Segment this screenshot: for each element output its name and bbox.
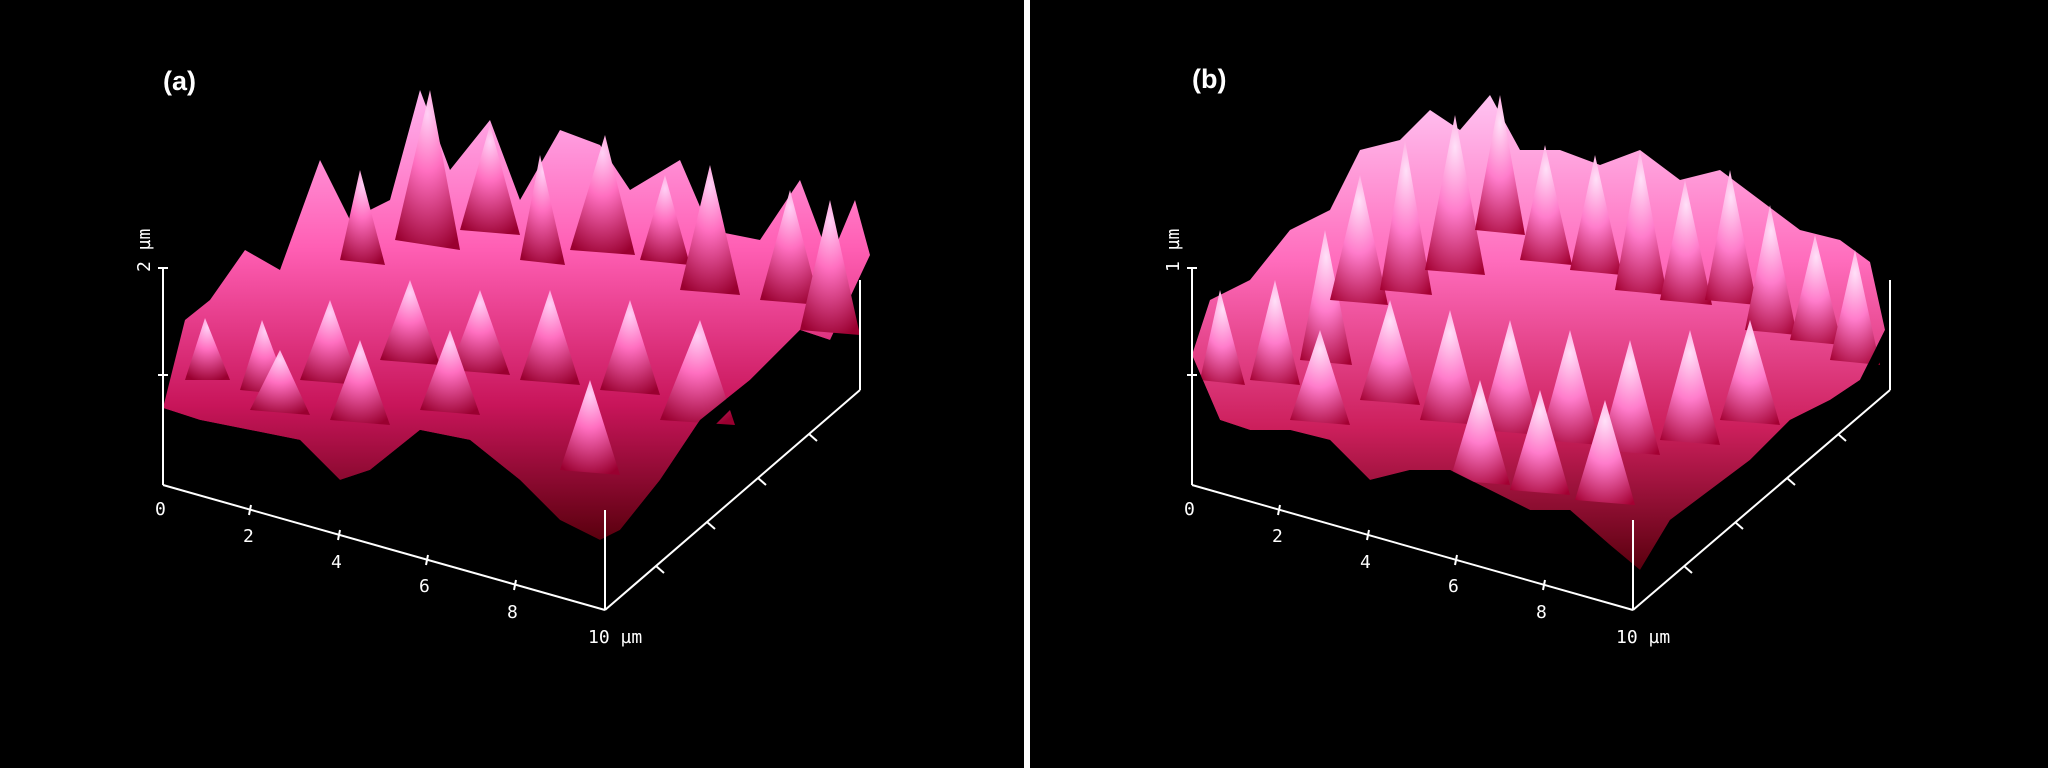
x-axis-a bbox=[162, 484, 606, 611]
x-tick-label-a: 2 bbox=[243, 526, 254, 547]
afm-3d-plot-a: (a) 2 µm 0 2 4 6 8 10 µm bbox=[134, 66, 870, 648]
afm-panel-b: (b) 1 µm 0 2 4 6 8 10 µm bbox=[1030, 0, 2048, 768]
surface-shadow-b bbox=[1192, 330, 1885, 580]
axes-b bbox=[1187, 267, 1891, 611]
x-tick-b bbox=[1542, 579, 1546, 591]
z-max-label-a: 2 µm bbox=[134, 229, 155, 272]
y-axis-b bbox=[1632, 389, 1891, 611]
y-axis-a bbox=[604, 389, 861, 611]
x-tick-label-b: 4 bbox=[1360, 552, 1371, 573]
x-tick-label-a: 0 bbox=[155, 499, 166, 520]
x-tick-b bbox=[1277, 504, 1281, 516]
x-tick-label-b: 2 bbox=[1272, 526, 1283, 547]
z-max-label-b: 1 µm bbox=[1163, 229, 1184, 272]
y-tick-b bbox=[1837, 433, 1847, 442]
panel-label-a: (a) bbox=[163, 66, 196, 96]
y-tick-a bbox=[706, 521, 716, 530]
x-tick-label-b: 6 bbox=[1448, 576, 1459, 597]
surface-peaks-a bbox=[185, 90, 860, 475]
panel-divider bbox=[1024, 0, 1030, 768]
x-tick-a bbox=[337, 529, 341, 541]
surface-shadow-a bbox=[163, 330, 830, 555]
afm-panel-a: (a) 2 µm 0 2 4 6 8 10 µm bbox=[134, 66, 870, 648]
surface-peaks-b bbox=[1200, 95, 1880, 505]
x-tick-a bbox=[425, 554, 429, 566]
x-tick-b bbox=[1366, 529, 1370, 541]
x-tick-label-a: 8 bbox=[507, 602, 518, 623]
x-end-label-a: 10 µm bbox=[588, 627, 642, 648]
y-tick-a bbox=[655, 565, 665, 574]
axes-a bbox=[158, 267, 861, 611]
x-end-label-b: 10 µm bbox=[1616, 627, 1670, 648]
surface-mesh-a bbox=[163, 90, 870, 540]
x-tick-a bbox=[248, 504, 252, 516]
y-tick-b bbox=[1734, 521, 1744, 530]
x-tick-label-b: 0 bbox=[1184, 499, 1195, 520]
x-tick-label-b: 8 bbox=[1536, 602, 1547, 623]
x-axis-b bbox=[1191, 484, 1634, 611]
y-tick-b bbox=[1786, 477, 1796, 486]
y-tick-a bbox=[757, 477, 767, 486]
x-tick-label-a: 6 bbox=[419, 576, 430, 597]
y-tick-a bbox=[808, 433, 818, 442]
panel-label-b: (b) bbox=[1192, 64, 1226, 94]
afm-3d-plot-b: (b) 1 µm 0 2 4 6 8 10 µm bbox=[1163, 64, 1891, 648]
y-tick-b bbox=[1683, 565, 1693, 574]
x-tick-label-a: 4 bbox=[331, 552, 342, 573]
x-tick-a bbox=[513, 579, 517, 591]
x-tick-b bbox=[1454, 554, 1458, 566]
